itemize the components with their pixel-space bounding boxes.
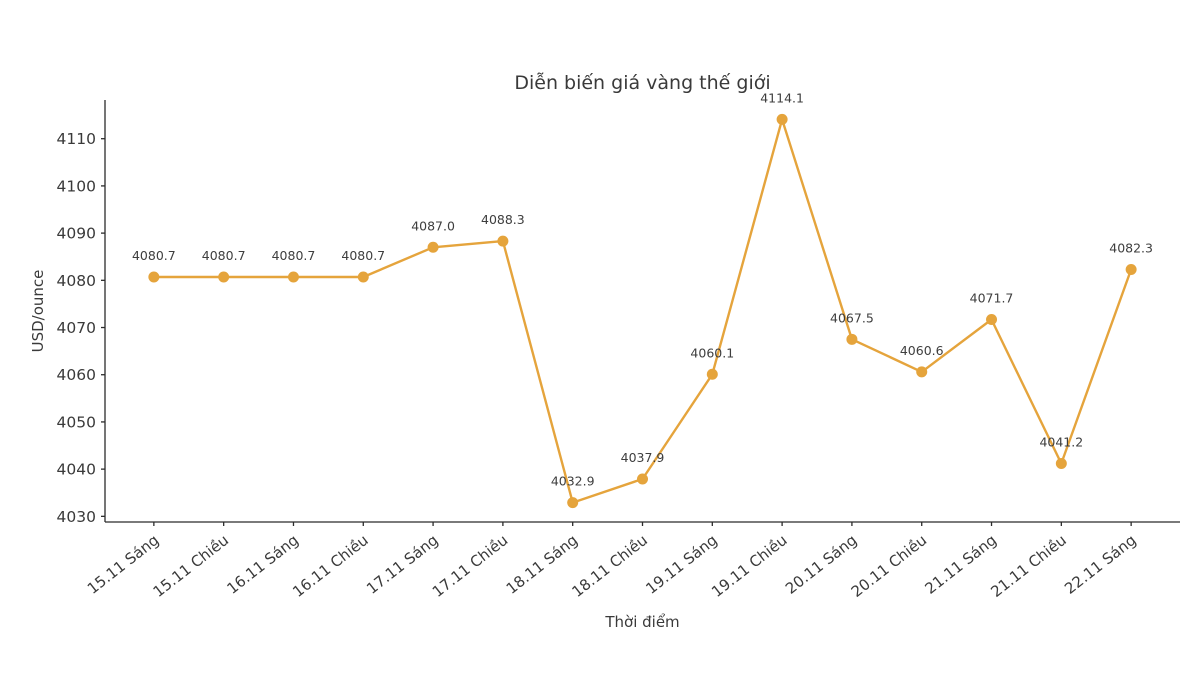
x-tick-label: 17.11 Chiều bbox=[429, 531, 511, 601]
data-point-marker bbox=[218, 271, 230, 283]
y-tick-label: 4030 bbox=[57, 508, 96, 526]
data-point-label: 4080.7 bbox=[341, 248, 385, 263]
x-tick-label: 20.11 Chiều bbox=[848, 531, 930, 601]
data-point-marker bbox=[427, 241, 439, 253]
data-point-label: 4114.1 bbox=[760, 90, 804, 105]
data-point-marker bbox=[148, 271, 160, 283]
data-point-label: 4060.6 bbox=[900, 343, 944, 358]
y-tick-label: 4070 bbox=[57, 319, 96, 337]
data-point-label: 4071.7 bbox=[970, 290, 1014, 305]
data-point-label: 4060.1 bbox=[690, 345, 734, 360]
data-point-marker bbox=[846, 333, 858, 345]
x-tick-label: 15.11 Chiều bbox=[150, 531, 232, 601]
data-point-marker bbox=[1125, 263, 1137, 275]
data-point-marker bbox=[916, 366, 928, 378]
y-tick-label: 4050 bbox=[57, 413, 96, 431]
data-point-marker bbox=[637, 473, 648, 485]
data-point-label: 4087.0 bbox=[411, 218, 455, 233]
y-tick-label: 4090 bbox=[57, 225, 96, 243]
data-point-marker bbox=[1055, 457, 1067, 469]
data-point-marker bbox=[567, 497, 579, 509]
data-point-label: 4080.7 bbox=[272, 248, 316, 263]
chart-title: Diễn biến giá vàng thế giới bbox=[514, 72, 771, 94]
x-axis-label: Thời điểm bbox=[605, 613, 680, 631]
x-tick-label: 18.11 Chiều bbox=[568, 531, 650, 601]
data-point-marker bbox=[287, 271, 299, 283]
data-point-marker bbox=[776, 113, 788, 125]
x-tick-label: 22.11 Sáng bbox=[1061, 531, 1139, 598]
data-point-label: 4082.3 bbox=[1109, 240, 1153, 255]
data-point-label: 4032.9 bbox=[551, 474, 595, 489]
data-point-label: 4088.3 bbox=[481, 212, 525, 227]
x-tick-label: 19.11 Chiều bbox=[708, 531, 790, 601]
y-tick-label: 4080 bbox=[57, 272, 96, 290]
data-point-marker bbox=[986, 313, 998, 325]
y-tick-label: 4060 bbox=[57, 366, 96, 384]
x-tick-label: 16.11 Chiều bbox=[289, 531, 371, 601]
y-tick-label: 4040 bbox=[57, 461, 96, 479]
x-tick-label: 21.11 Chiều bbox=[987, 531, 1069, 601]
data-point-label: 4041.2 bbox=[1039, 434, 1083, 449]
data-point-marker bbox=[706, 368, 718, 380]
data-point-marker bbox=[497, 235, 509, 247]
data-point-marker bbox=[357, 271, 369, 283]
data-point-label: 4080.7 bbox=[202, 248, 246, 263]
data-point-label: 4080.7 bbox=[132, 248, 176, 263]
data-point-label: 4037.9 bbox=[621, 450, 665, 465]
data-point-label: 4067.5 bbox=[830, 310, 874, 325]
y-tick-label: 4100 bbox=[57, 177, 96, 195]
y-tick-label: 4110 bbox=[57, 130, 96, 148]
series-line bbox=[152, 118, 1133, 504]
